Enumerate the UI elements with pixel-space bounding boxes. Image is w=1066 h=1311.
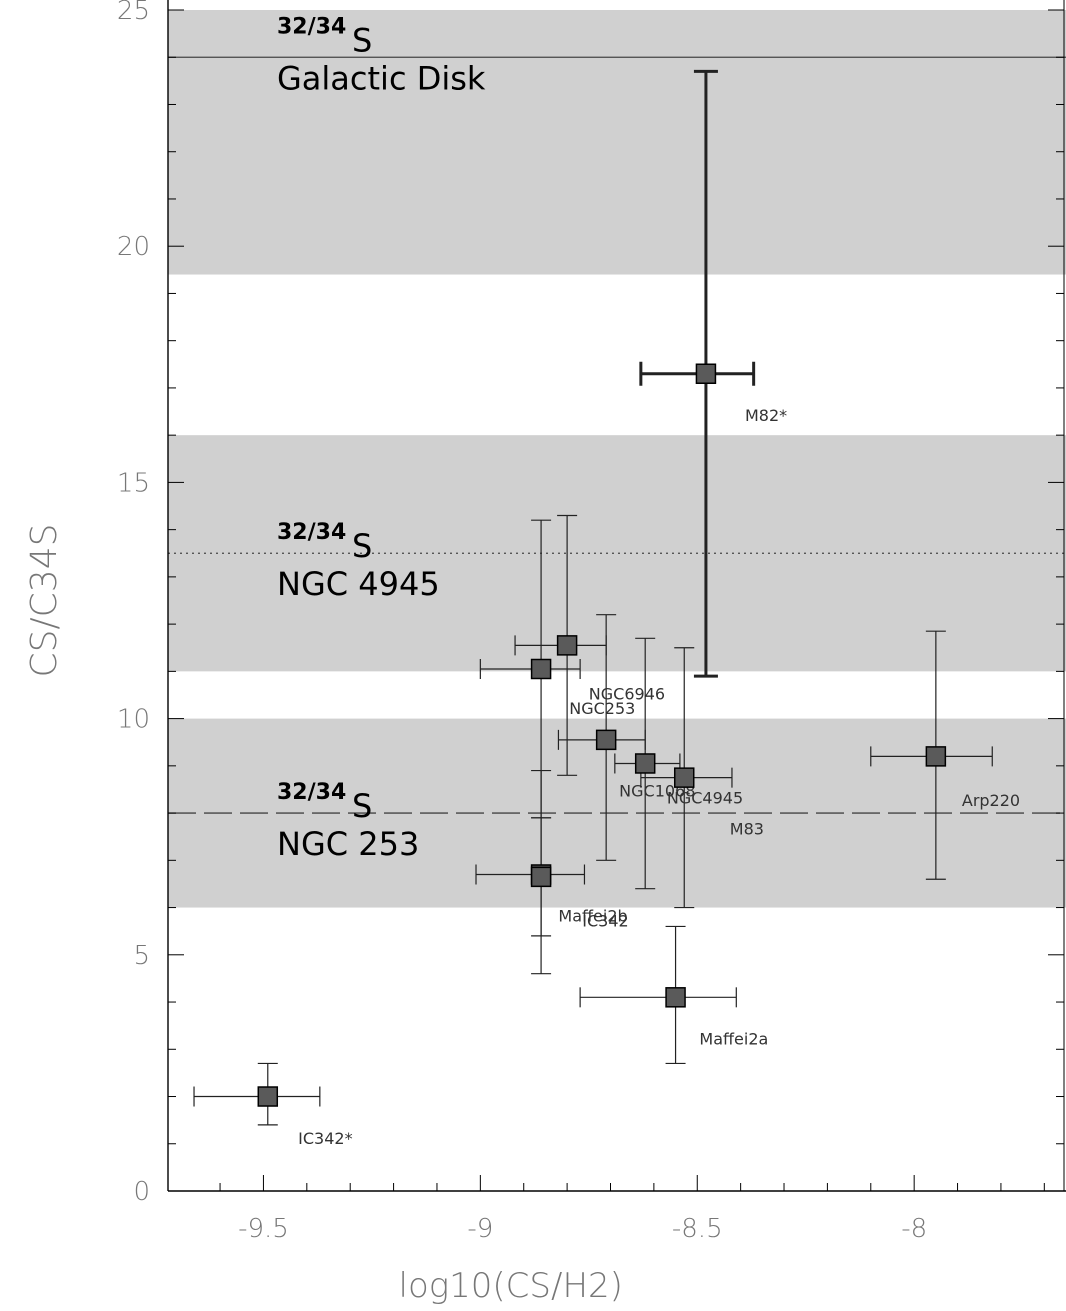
band-galactic-disk	[168, 10, 1066, 275]
x-tick-label: -8	[901, 1214, 927, 1244]
point-label-Arp220: Arp220	[962, 791, 1020, 810]
point-label-IC342*: IC342*	[298, 1129, 352, 1148]
marker-NGC253	[595, 729, 617, 751]
marker-NGC4945	[673, 767, 695, 788]
point-label-Maffei2a: Maffei2a	[699, 1030, 768, 1049]
x-axis-title: log10(CS/H2)	[399, 1266, 623, 1306]
band-element-label-galactic-disk: S	[352, 22, 372, 60]
marker-IC342*	[257, 1086, 279, 1107]
y-tick-label: 0	[133, 1177, 150, 1207]
marker-IC342	[530, 866, 552, 888]
data-point-Maffei2a: Maffei2a	[579, 925, 768, 1065]
point-label-NGC253: NGC253	[569, 699, 635, 718]
point-label-M82*: M82*	[745, 406, 787, 425]
y-tick-label: 5	[133, 941, 150, 971]
band-ratio-label-galactic-disk: 32/34	[277, 15, 346, 40]
y-tick-label: 20	[117, 232, 150, 262]
y-tick-label: 15	[117, 468, 150, 498]
band-ratio-label-ngc253: 32/34	[277, 780, 346, 805]
band-name-label-ngc253: NGC 253	[277, 825, 419, 863]
data-point-IC342*: IC342*	[193, 1062, 353, 1148]
x-tick-label: -9.5	[238, 1214, 289, 1244]
marker-M82*	[695, 363, 717, 384]
data-point-M83: M83	[730, 819, 764, 838]
band-name-label-ngc4945: NGC 4945	[277, 565, 440, 603]
marker-NGC6946	[556, 635, 578, 656]
marker-Maffei2a	[665, 987, 686, 1008]
band-name-label-galactic-disk: Galactic Disk	[277, 60, 486, 98]
y-tick-label: 10	[117, 705, 150, 735]
point-label-NGC6946: NGC6946	[589, 685, 665, 704]
point-label-IC342: IC342	[582, 911, 628, 930]
marker-unlabeled	[530, 658, 552, 680]
marker-Arp220	[925, 746, 947, 767]
point-label-NGC4945: NGC4945	[667, 789, 743, 808]
x-tick-label: -8.5	[672, 1214, 723, 1244]
band-ngc4945	[168, 435, 1066, 672]
band-element-label-ngc253: S	[352, 787, 372, 825]
data-point-NGC6946: NGC6946	[514, 514, 665, 776]
point-label-Maffei2b: Maffei2b	[558, 907, 627, 926]
marker-NGC1068	[634, 753, 656, 774]
band-ratio-label-ngc4945: 32/34	[277, 520, 346, 545]
y-axis-title: CS/C34S	[24, 524, 65, 678]
point-label-M83: M83	[730, 819, 764, 838]
y-tick-label: 25	[117, 0, 150, 26]
band-element-label-ngc4945: S	[352, 527, 372, 565]
x-tick-label: -9	[467, 1214, 493, 1244]
